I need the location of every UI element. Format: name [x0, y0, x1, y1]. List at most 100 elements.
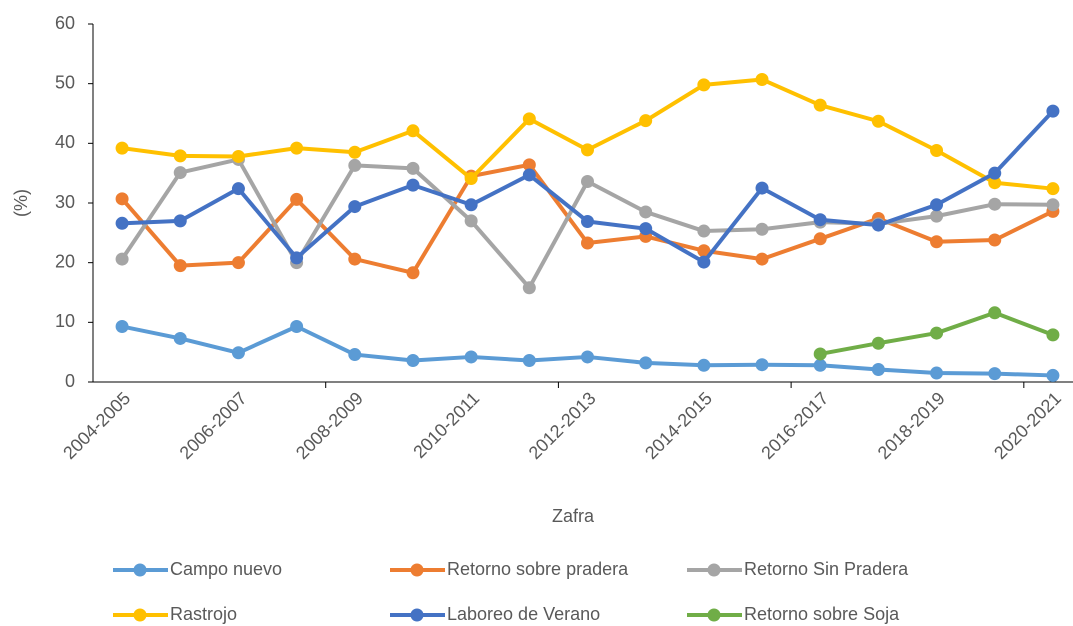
point: [813, 98, 827, 112]
point: [231, 346, 245, 360]
point: [639, 114, 653, 128]
point: [1046, 328, 1060, 342]
point: [522, 354, 536, 368]
point: [697, 244, 711, 258]
point: [813, 347, 827, 361]
y-tick-label: 20: [55, 251, 75, 271]
point: [930, 366, 944, 380]
y-tick-label: 10: [55, 311, 75, 331]
point: [581, 175, 594, 189]
x-tick-label: 2008-2009: [292, 388, 367, 463]
point: [871, 218, 885, 232]
x-tick-label: 2006-2007: [176, 388, 251, 463]
point: [581, 350, 594, 364]
point: [813, 358, 827, 372]
y-tick-label: 40: [55, 132, 75, 152]
point: [290, 251, 304, 265]
point: [115, 320, 129, 334]
point: [348, 348, 362, 362]
point: [930, 143, 944, 157]
point: [1046, 198, 1060, 212]
y-tick-label: 60: [55, 13, 75, 33]
legend-label: Laboreo de Verano: [447, 604, 600, 624]
point: [871, 114, 885, 128]
point: [406, 266, 420, 280]
point: [930, 326, 944, 340]
legend-label: Retorno sobre Soja: [744, 604, 900, 624]
y-tick-label: 30: [55, 192, 75, 212]
legend-marker: [707, 608, 721, 622]
point: [231, 182, 245, 196]
point: [697, 358, 711, 372]
x-tick-label: 2014-2015: [641, 388, 716, 463]
point: [231, 149, 245, 163]
y-tick-label: 50: [55, 72, 75, 92]
x-axis-label: Zafra: [552, 506, 595, 526]
point: [173, 259, 187, 273]
legend-label: Retorno sobre pradera: [447, 559, 629, 579]
point: [1046, 104, 1060, 118]
point: [290, 141, 304, 155]
point: [290, 320, 304, 334]
point: [1046, 368, 1060, 382]
point: [115, 216, 129, 230]
point: [464, 172, 478, 186]
point: [697, 224, 711, 238]
series-line: [121, 77, 1054, 191]
point: [930, 198, 944, 212]
point: [813, 232, 827, 246]
point: [988, 166, 1002, 180]
point: [581, 214, 594, 228]
point: [115, 252, 129, 266]
legend-marker: [133, 563, 147, 577]
point: [406, 354, 420, 368]
legend-marker: [707, 563, 721, 577]
point: [348, 200, 362, 214]
point: [988, 367, 1002, 381]
point: [988, 197, 1002, 211]
point: [406, 161, 420, 175]
x-tick-label: 2020-2021: [990, 388, 1065, 463]
point: [755, 252, 769, 266]
point: [581, 236, 594, 250]
point: [581, 143, 594, 157]
y-tick-label: 0: [65, 371, 75, 391]
point: [755, 358, 769, 372]
point: [348, 252, 362, 266]
point: [464, 214, 478, 228]
point: [639, 205, 653, 219]
legend-label: Retorno Sin Pradera: [744, 559, 909, 579]
point: [930, 235, 944, 249]
point: [755, 181, 769, 195]
x-tick-label: 2012-2013: [525, 388, 600, 463]
point: [639, 222, 653, 236]
legend-marker: [410, 563, 424, 577]
point: [755, 72, 769, 86]
point: [464, 350, 478, 364]
point: [348, 158, 362, 172]
point: [697, 78, 711, 92]
legend-marker: [133, 608, 147, 622]
point: [406, 178, 420, 192]
x-tick-label: 2016-2017: [757, 388, 832, 463]
point: [522, 168, 536, 182]
legend-label: Campo nuevo: [170, 559, 282, 579]
point: [464, 198, 478, 212]
x-tick-label: 2004-2005: [59, 388, 134, 463]
point: [406, 124, 420, 138]
point: [988, 233, 1002, 247]
point: [173, 149, 187, 163]
point: [988, 306, 1002, 320]
point: [639, 356, 653, 370]
point: [1046, 182, 1060, 196]
point: [522, 158, 536, 172]
point: [173, 214, 187, 228]
point: [871, 362, 885, 376]
point: [231, 256, 245, 270]
x-tick-label: 2010-2011: [409, 388, 483, 462]
point: [988, 176, 1002, 190]
point: [290, 192, 304, 206]
point: [115, 192, 129, 206]
point: [755, 222, 769, 236]
